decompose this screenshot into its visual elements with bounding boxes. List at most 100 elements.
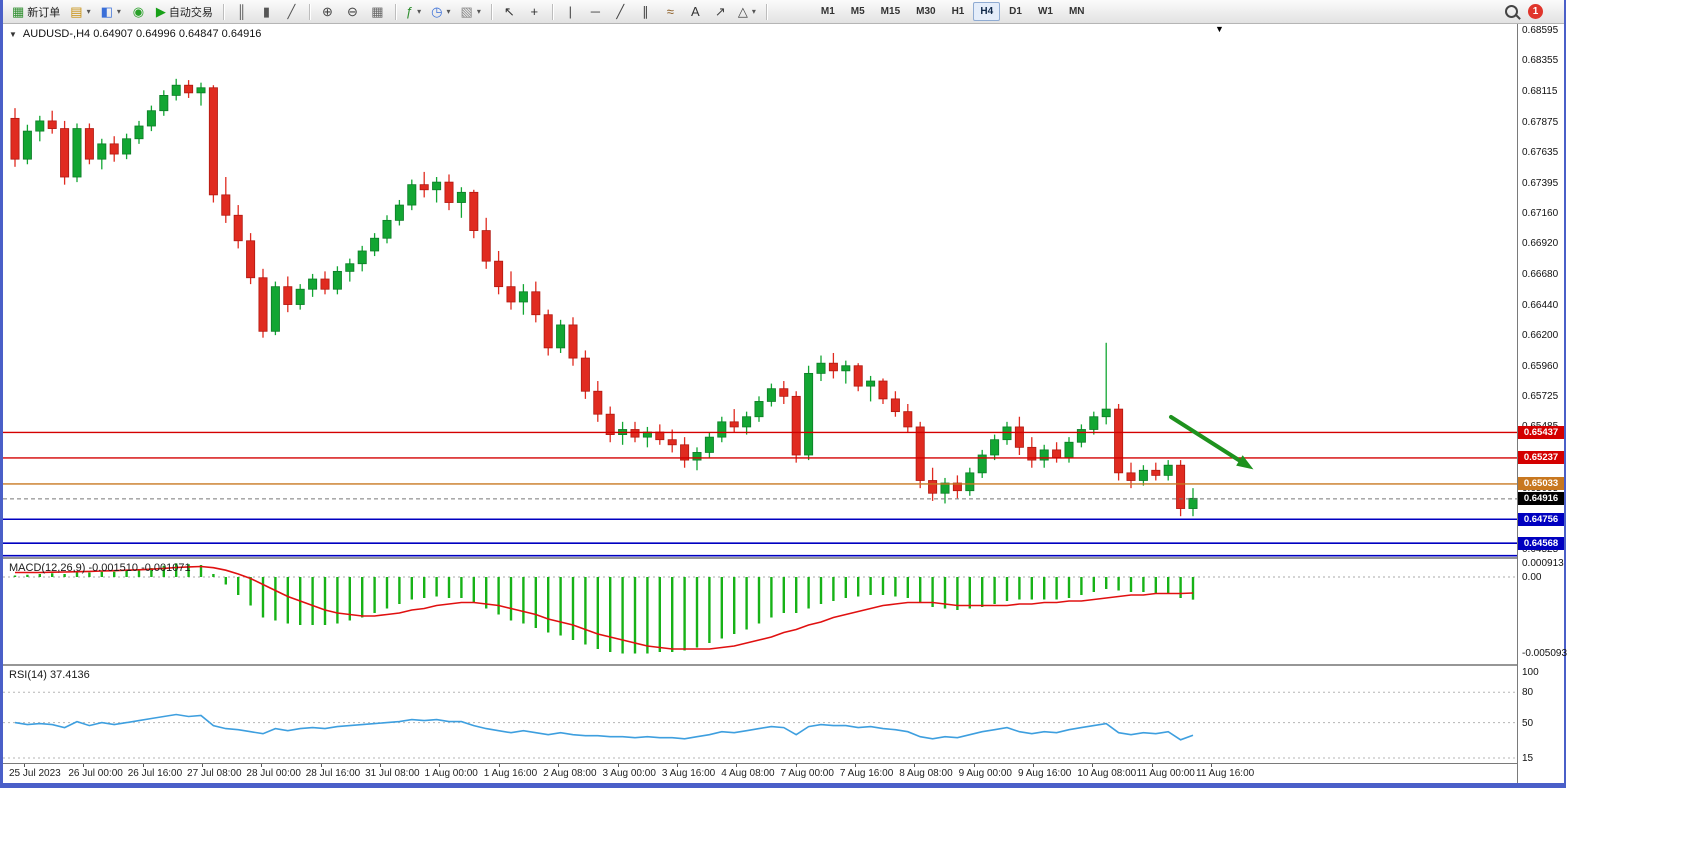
- shapes-button[interactable]: △ ▾: [734, 2, 760, 22]
- indicators-button[interactable]: ƒ ▾: [402, 2, 425, 22]
- zoom-out-button[interactable]: ⊖: [341, 2, 364, 22]
- zoom-in-button[interactable]: ⊕: [316, 2, 339, 22]
- timeframe-m30[interactable]: M30: [916, 6, 936, 17]
- trendline-button[interactable]: ╱: [609, 2, 632, 22]
- macd-canvas[interactable]: [3, 559, 1517, 664]
- macd-label: MACD(12,26,9) -0.001510 -0.001071: [9, 562, 191, 574]
- timeframe-m15[interactable]: M15: [880, 6, 901, 17]
- bull-candle: [332, 270, 342, 290]
- notification-badge[interactable]: 1: [1528, 4, 1543, 19]
- profiles-button[interactable]: ◧ ▾: [97, 2, 125, 22]
- market-watch-button[interactable]: ◉: [127, 2, 150, 22]
- tile-windows-button[interactable]: ▦: [366, 2, 389, 22]
- bear-candle: [828, 362, 838, 372]
- templates-button[interactable]: ▧ ▾: [457, 2, 485, 22]
- bull-candle: [1188, 497, 1198, 509]
- bull-candle: [804, 372, 814, 456]
- bear-candle: [605, 413, 615, 435]
- dropdown-icon[interactable]: ▾: [446, 7, 451, 16]
- new-chart-button[interactable]: ▤ ▾: [66, 2, 94, 22]
- time-axis[interactable]: 25 Jul 2023 26 Jul 00:00 26 Jul 16:00 27 Ju…: [3, 763, 1517, 783]
- price-axis[interactable]: 0.68595 0.68355 0.68115 0.67875 0.67635 0.673…: [1517, 24, 1567, 783]
- bear-candle: [419, 184, 429, 191]
- annotation-arrow[interactable]: [1169, 415, 1247, 466]
- bear-candle: [878, 380, 888, 400]
- text-icon: A: [691, 4, 700, 19]
- bull-candle: [146, 110, 156, 127]
- rsi-axis-label: 15: [1522, 752, 1534, 764]
- toolbar-separator: [308, 3, 310, 20]
- bear-candle: [84, 128, 94, 160]
- symbol-ohlc-text: AUDUSD-,H4 0.64907 0.64996 0.64847 0.649…: [22, 28, 262, 40]
- auto-scroll-marker[interactable]: ▼: [1215, 24, 1224, 34]
- horizontal-line-button[interactable]: ─: [584, 2, 607, 22]
- one-click-trading-icon[interactable]: ▼: [9, 29, 17, 39]
- dropdown-icon[interactable]: ▾: [86, 7, 91, 16]
- bar-chart-icon: ║: [236, 4, 247, 19]
- current-price-line-tag: 0.64916: [1518, 492, 1564, 506]
- rsi-axis-label: 80: [1522, 687, 1534, 699]
- bull-candle: [171, 84, 181, 96]
- time-axis-label: 9 Aug 00:00: [958, 768, 1012, 779]
- dropdown-icon[interactable]: ▾: [476, 7, 481, 16]
- auto-trading-icon: ▶: [155, 4, 166, 19]
- bear-candle: [109, 143, 119, 155]
- bear-candle: [543, 314, 553, 349]
- fibonacci-button[interactable]: ≈: [659, 2, 682, 22]
- bull-candle: [1101, 408, 1111, 418]
- dropdown-icon[interactable]: ▾: [116, 7, 121, 16]
- equidistant-channel-button[interactable]: ∥: [634, 2, 657, 22]
- bull-candle: [990, 439, 1000, 456]
- rsi-pane[interactable]: RSI(14) 37.4136: [3, 664, 1517, 763]
- periods-button[interactable]: ◷ ▾: [427, 2, 454, 22]
- time-axis-label: 11 Aug 16:00: [1196, 768, 1255, 779]
- timeframe-group: M1 M5 M15 M30 H1 H4 D1 W1 MN: [813, 2, 1093, 21]
- bear-candle: [469, 191, 479, 231]
- dropdown-icon[interactable]: ▾: [751, 7, 756, 16]
- line-chart-button[interactable]: ╱: [280, 2, 303, 22]
- text-button[interactable]: A: [684, 2, 707, 22]
- timeframe-m5[interactable]: M5: [850, 6, 865, 17]
- bear-candle: [1126, 472, 1136, 481]
- rsi-canvas[interactable]: [3, 666, 1517, 763]
- market-watch-icon: ◉: [132, 4, 145, 19]
- timeframe-d1[interactable]: D1: [1009, 6, 1022, 17]
- crosshair-button[interactable]: +: [523, 2, 546, 22]
- search-icon[interactable]: [1505, 5, 1518, 18]
- timeframe-h4[interactable]: H4: [973, 2, 1001, 21]
- macd-pane[interactable]: MACD(12,26,9) -0.001510 -0.001071: [3, 557, 1517, 664]
- bear-candle: [233, 214, 243, 242]
- timeframe-m1[interactable]: M1: [820, 6, 835, 17]
- bear-candle: [1027, 446, 1037, 461]
- bull-candle: [270, 286, 280, 332]
- price-chart-canvas[interactable]: [3, 24, 1517, 557]
- main-chart-pane[interactable]: ▼ AUDUSD-,H4 0.64907 0.64996 0.64847 0.6…: [3, 24, 1517, 557]
- time-tick: [558, 764, 560, 767]
- time-tick: [854, 764, 856, 767]
- time-tick: [676, 764, 678, 767]
- timeframe-h1[interactable]: H1: [951, 6, 965, 17]
- price-axis-label: 0.68595: [1522, 24, 1559, 36]
- vertical-line-button[interactable]: |: [559, 2, 582, 22]
- bull-candle: [977, 454, 987, 474]
- bull-candle: [97, 143, 107, 160]
- time-tick: [498, 764, 500, 767]
- arrows-button[interactable]: ↗: [709, 2, 732, 22]
- bear-candle: [1176, 464, 1186, 509]
- cursor-icon: ↖: [503, 4, 515, 19]
- auto-trading-button[interactable]: ▶ 自动交易: [152, 2, 217, 22]
- bar-chart-button[interactable]: ║: [230, 2, 253, 22]
- macd-axis-label: 0.00: [1522, 572, 1542, 583]
- price-axis-label: 0.65725: [1522, 390, 1559, 402]
- timeframe-w1[interactable]: W1: [1037, 6, 1053, 17]
- bull-candle: [1138, 469, 1148, 481]
- dropdown-icon[interactable]: ▾: [417, 7, 422, 16]
- candlestick-chart-button[interactable]: ▮: [255, 2, 278, 22]
- time-axis-label: 27 Jul 08:00: [187, 768, 242, 779]
- bear-candle: [568, 324, 578, 359]
- time-tick: [439, 764, 441, 767]
- bull-candle: [1002, 426, 1012, 441]
- new-order-button[interactable]: ▦ 新订单: [8, 2, 64, 22]
- timeframe-mn[interactable]: MN: [1068, 6, 1085, 17]
- cursor-button[interactable]: ↖: [498, 2, 521, 22]
